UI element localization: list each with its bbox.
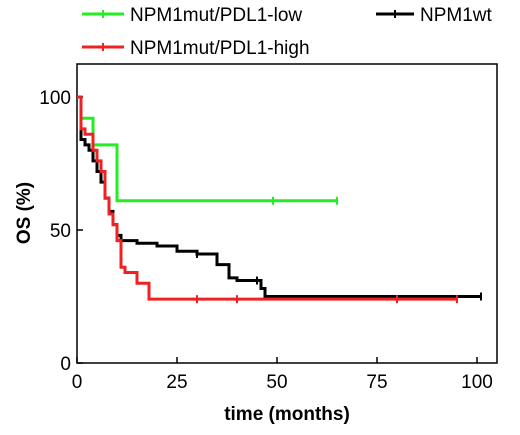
plot-frame: [76, 63, 498, 364]
legend-entry-npm1mut-pdl1-high: NPM1mut/PDL1-high: [82, 38, 310, 59]
x-tick-label: 100: [461, 372, 493, 393]
legend-entry-npm1mut-pdl1-low: NPM1mut/PDL1-low: [82, 5, 302, 26]
x-axis-title: time (months): [224, 404, 350, 425]
legend-label-npm1mut-pdl1-low: NPM1mut/PDL1-low: [130, 5, 302, 26]
series-line-npm1wt: [77, 95, 481, 298]
x-tick-label: 75: [366, 372, 387, 393]
legend-label-npm1wt: NPM1wt: [420, 5, 493, 26]
series-line-npm1mut-pdl1-low: [77, 95, 337, 203]
series-line-npm1mut-pdl1-high: [77, 95, 457, 301]
legend-label-npm1mut-pdl1-high: NPM1mut/PDL1-high: [130, 38, 310, 59]
series-layer: [77, 95, 482, 304]
axis-ticks: 0 25 50 75 100 0 50 100: [39, 88, 493, 393]
y-tick-label: 100: [39, 88, 71, 109]
y-tick-label: 0: [60, 354, 71, 375]
x-tick-label: 50: [266, 372, 287, 393]
y-axis-title: OS (%): [14, 182, 35, 244]
x-tick-label: 25: [166, 372, 187, 393]
x-tick-label: 0: [72, 372, 83, 393]
legend: NPM1mut/PDL1-low NPM1wt NPM1mut/PDL1-hig…: [82, 5, 493, 59]
y-tick-label: 50: [50, 221, 71, 242]
legend-entry-npm1wt: NPM1wt: [376, 5, 493, 26]
